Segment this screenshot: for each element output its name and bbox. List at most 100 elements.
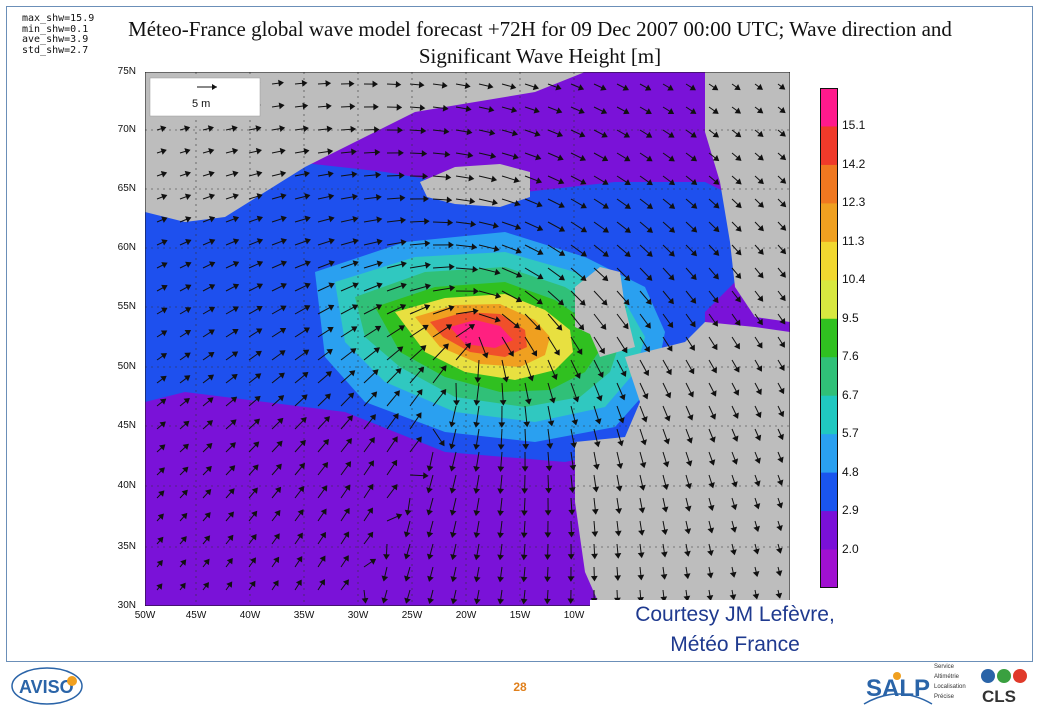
direction-arrow-head — [753, 525, 760, 532]
direction-arrow-head — [280, 215, 287, 223]
direction-arrow-head — [296, 532, 303, 540]
direction-arrow-head — [536, 201, 543, 208]
salp-word-2: Altimétrie — [934, 674, 960, 680]
direction-arrow-head — [184, 170, 191, 178]
lat-label: 60N — [117, 242, 136, 253]
direction-arrow-head — [591, 508, 599, 515]
direction-arrow-head — [536, 298, 543, 305]
direction-arrow-head — [473, 399, 481, 406]
direction-arrow-head — [497, 576, 505, 583]
direction-arrow-head — [415, 412, 422, 419]
colorbar-swatch — [820, 511, 838, 551]
direction-arrow-head — [230, 396, 238, 403]
direction-arrow-head — [319, 555, 326, 562]
direction-arrow-head — [734, 84, 741, 91]
direction-arrow-head — [325, 80, 332, 87]
direction-arrow-head — [473, 510, 481, 517]
direction-arrow-head — [757, 224, 764, 232]
direction-arrow-head — [600, 107, 608, 115]
direction-arrow-head — [756, 342, 763, 349]
direction-arrow-head — [350, 348, 357, 355]
direction-arrow-head — [375, 171, 382, 179]
direction-arrow-head — [180, 536, 187, 543]
direction-arrow-head — [622, 322, 629, 330]
direction-arrow-head — [555, 83, 562, 91]
direction-arrow-head — [304, 193, 311, 200]
direction-arrow-head — [602, 178, 609, 185]
direction-arrow-head — [685, 460, 693, 467]
direction-arrow-head — [376, 282, 383, 289]
direction-arrow-head — [735, 201, 742, 209]
direction-arrow-head — [398, 149, 404, 157]
direction-arrow-head — [665, 392, 672, 399]
colorbar-label: 12.3 — [842, 195, 866, 210]
direction-arrow-head — [667, 108, 675, 114]
direction-arrow-head — [535, 153, 542, 161]
direction-arrow-head — [602, 226, 609, 233]
direction-arrow-head — [346, 415, 354, 422]
direction-arrow-head — [159, 398, 167, 405]
direction-arrow-head — [232, 147, 239, 155]
direction-arrow-head — [665, 368, 672, 376]
direction-arrow-head — [450, 598, 458, 605]
direction-arrow-head — [547, 420, 555, 427]
direction-arrow-head — [376, 238, 383, 246]
direction-arrow-head — [300, 417, 307, 424]
direction-arrow-head — [185, 261, 192, 268]
direction-arrow-head — [498, 422, 506, 428]
direction-arrow-head — [381, 597, 388, 604]
direction-arrow-head — [776, 479, 784, 486]
direction-arrow-head — [372, 80, 378, 88]
direction-arrow-head — [571, 419, 579, 426]
direction-arrow-head — [275, 486, 282, 494]
direction-arrow-head — [645, 298, 652, 305]
direction-arrow-head — [156, 560, 163, 567]
direction-arrow-head — [181, 512, 188, 520]
direction-arrow-head — [779, 318, 786, 325]
direction-arrow-head — [352, 193, 359, 201]
direction-arrow-head — [424, 217, 430, 225]
direction-arrow-head — [327, 170, 334, 178]
direction-arrow-head — [580, 226, 588, 233]
direction-arrow-head — [776, 502, 784, 509]
direction-arrow-head — [161, 239, 168, 246]
direction-arrow-head — [298, 485, 305, 493]
direction-arrow-head — [280, 193, 287, 200]
direction-arrow-head — [251, 487, 258, 494]
direction-arrow-head — [404, 575, 411, 582]
direction-arrow-head — [755, 388, 762, 395]
direction-arrow-head — [688, 367, 695, 375]
direction-arrow-head — [683, 595, 691, 602]
direction-arrow-head — [690, 202, 698, 209]
direction-arrow-head — [426, 553, 434, 560]
direction-arrow-head — [578, 107, 585, 114]
direction-arrow-head — [208, 329, 215, 336]
direction-arrow-head — [521, 488, 529, 494]
wave-map: 5 m — [145, 72, 790, 606]
direction-arrow-head — [557, 154, 564, 161]
direction-arrow-head — [342, 555, 349, 562]
direction-arrow-head — [730, 503, 738, 511]
direction-arrow-head — [304, 215, 311, 223]
direction-arrow-head — [367, 507, 373, 514]
direction-arrow-head — [646, 226, 653, 233]
scale-box — [149, 77, 261, 117]
direction-arrow-head — [157, 536, 164, 544]
direction-arrow-head — [184, 193, 192, 200]
direction-arrow-head — [256, 238, 264, 245]
direction-arrow-head — [368, 460, 374, 467]
direction-arrow-head — [537, 273, 544, 280]
direction-arrow-head — [622, 84, 629, 91]
direction-arrow-head — [709, 413, 717, 420]
direction-arrow-head — [419, 104, 426, 112]
direction-arrow-head — [184, 125, 191, 132]
direction-arrow-head — [328, 215, 335, 223]
direction-arrow-head — [556, 130, 564, 138]
direction-arrow-head — [381, 575, 389, 582]
direction-arrow-head — [466, 128, 473, 136]
direction-arrow-head — [514, 200, 521, 207]
direction-arrow-head — [398, 325, 405, 332]
colorbar-label: 9.5 — [842, 310, 859, 325]
direction-arrow-head — [397, 126, 404, 134]
direction-arrow-head — [779, 107, 786, 114]
